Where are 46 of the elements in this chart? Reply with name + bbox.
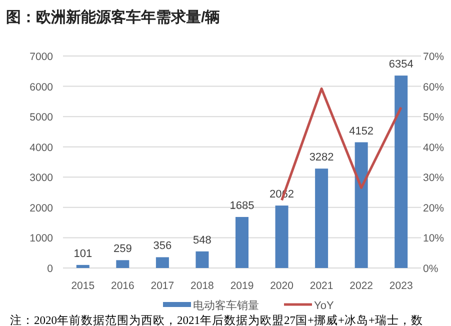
- x-tick-label: 2022: [350, 280, 374, 292]
- data-label: 3282: [309, 152, 334, 164]
- y2-tick-label: 10%: [423, 232, 444, 245]
- x-tick-label: 2016: [110, 280, 135, 292]
- y-tick-label: 1000: [30, 232, 54, 245]
- bar: [236, 216, 248, 268]
- bar: [394, 76, 408, 268]
- data-label: 101: [74, 248, 92, 260]
- bar: [275, 206, 288, 268]
- bar: [354, 142, 368, 268]
- y-tick-label: 6000: [30, 81, 54, 94]
- legend-label: YoY: [314, 300, 334, 312]
- x-tick-label: 2020: [270, 280, 294, 292]
- bar: [315, 168, 328, 268]
- y-tick-label: 0: [47, 263, 54, 275]
- y2-tick-label: 30%: [423, 172, 444, 184]
- data-label: 6354: [388, 58, 414, 71]
- y2-tick-label: 60%: [423, 81, 444, 94]
- y2-tick-label: 50%: [423, 112, 444, 124]
- y2-tick-label: 40%: [423, 142, 444, 154]
- bar: [76, 264, 90, 268]
- bar: [156, 257, 169, 268]
- data-label: 356: [153, 240, 172, 252]
- data-label: 4152: [349, 125, 374, 138]
- y-tick-label: 5000: [30, 112, 54, 124]
- x-tick-label: 2017: [150, 280, 174, 292]
- bar: [196, 251, 209, 268]
- chart-title: 图：欧洲新能源客车年需求量/辆: [6, 8, 220, 26]
- y-tick-label: 2000: [30, 202, 54, 214]
- y2-tick-label: 0%: [423, 263, 438, 275]
- y-tick-label: 4000: [30, 142, 54, 154]
- y-tick-label: 3000: [30, 172, 54, 184]
- x-tick-label: 2023: [389, 280, 413, 292]
- y2-tick-label: 20%: [423, 202, 444, 214]
- x-tick-label: 2021: [310, 280, 334, 292]
- bar: [116, 260, 130, 268]
- y2-tick-label: 70%: [423, 51, 444, 63]
- x-tick-label: 2018: [190, 280, 214, 292]
- legend-label: 电动客车销量: [193, 299, 259, 312]
- data-label: 548: [193, 234, 212, 246]
- data-label: 1685: [230, 200, 254, 212]
- x-tick-label: 2015: [71, 280, 95, 292]
- y-tick-label: 7000: [30, 51, 54, 63]
- x-tick-label: 2019: [230, 280, 254, 292]
- data-label: 259: [113, 243, 132, 256]
- text: 注：2020年前数据范围为西欧，2021年后数据为欧盟27国+挪威+冰岛+瑞士，数: [10, 313, 423, 326]
